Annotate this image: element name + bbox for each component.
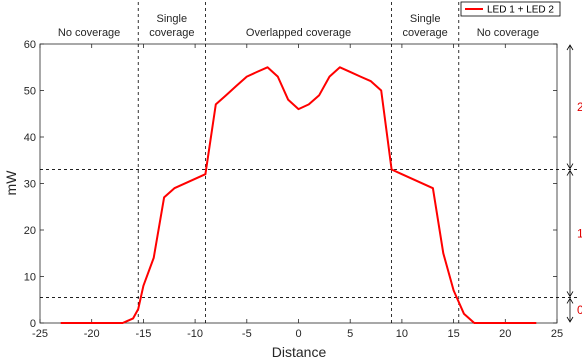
x-tick-label: -25: [32, 328, 48, 340]
x-tick-label: 0: [295, 328, 301, 340]
axes: -25 -20 -15 -10 -5 0 5 10 15 20 25 0 10 20 30 40 50 60: [24, 39, 563, 340]
x-tick-label: 20: [499, 328, 511, 340]
range-label: 1: [577, 226, 582, 240]
right-annotations: 2 1 0: [566, 44, 582, 323]
y-tick-label: 20: [24, 225, 36, 237]
y-tick-label: 0: [30, 318, 36, 330]
arrowhead-down: [566, 316, 574, 323]
y-tick-label: 60: [24, 39, 36, 51]
legend-label: LED 1 + LED 2: [487, 5, 554, 16]
series-layer: [60, 66, 537, 324]
x-axis-title: Distance: [272, 344, 327, 360]
x-tick-label: 25: [551, 328, 563, 340]
legend: LED 1 + LED 2: [460, 1, 561, 17]
region-label: No coverage: [58, 27, 120, 39]
region-label: coverage: [149, 27, 194, 39]
arrowhead-up: [566, 44, 574, 51]
arrowhead-up: [566, 297, 574, 304]
y-tick-label: 10: [24, 272, 36, 284]
x-tick-label: 10: [396, 328, 408, 340]
region-label: Overlapped coverage: [246, 27, 351, 39]
range-label: 2: [577, 100, 582, 114]
region-label: No coverage: [477, 27, 539, 39]
y-tick-label: 30: [24, 179, 36, 191]
x-tick-label: -15: [135, 328, 151, 340]
region-label: Single: [410, 13, 441, 25]
region-label: Single: [157, 13, 188, 25]
x-tick-label: 15: [447, 328, 459, 340]
x-tick-label: -20: [84, 328, 100, 340]
y-axis-title: mW: [3, 170, 19, 196]
x-tick-label: -5: [242, 328, 252, 340]
region-labels: No coverage Single coverage Overlapped cove…: [58, 13, 539, 39]
arrowhead-down: [566, 291, 574, 298]
plot-frame: [39, 43, 558, 324]
x-tick-label: 5: [347, 328, 353, 340]
range-label: 0: [577, 303, 582, 317]
arrowhead-down: [566, 163, 574, 170]
series-line: [60, 66, 537, 324]
region-label: coverage: [403, 27, 448, 39]
y-tick-label: 40: [24, 132, 36, 144]
arrowhead-up: [566, 169, 574, 176]
x-tick-label: -10: [187, 328, 203, 340]
guide-lines: [40, 2, 580, 323]
legend-box: [460, 1, 561, 17]
y-tick-label: 50: [24, 86, 36, 98]
